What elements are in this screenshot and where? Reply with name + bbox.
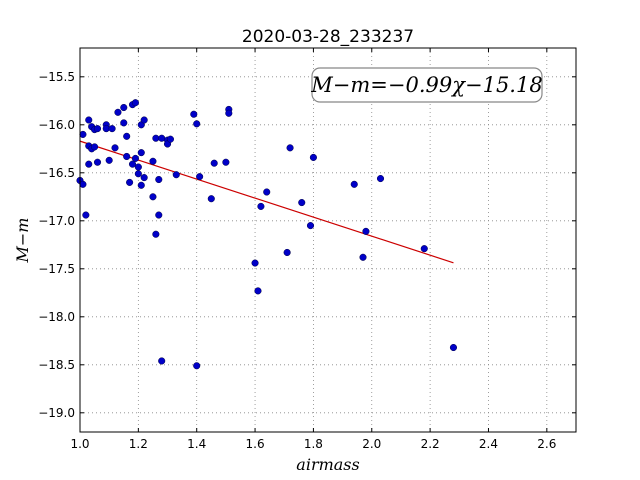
data-point — [108, 125, 116, 133]
data-point — [114, 108, 122, 116]
fit-layer — [79, 140, 454, 264]
chart-title: 2020-03-28_233237 — [242, 27, 414, 47]
data-point — [152, 230, 160, 238]
data-point — [155, 211, 163, 219]
data-point — [155, 175, 163, 184]
data-point — [131, 154, 139, 162]
data-point — [131, 99, 139, 107]
data-point — [166, 135, 174, 143]
data-point — [105, 156, 113, 164]
data-point — [79, 130, 87, 138]
x-tick-label: 2.6 — [537, 437, 556, 451]
annotation-box: M−m=−0.99χ−15.18 — [310, 67, 543, 103]
data-point — [137, 149, 145, 157]
data-point — [123, 132, 131, 140]
data-point — [376, 175, 385, 183]
data-point — [93, 125, 102, 133]
data-point — [190, 110, 198, 118]
data-point — [225, 109, 233, 117]
data-point — [222, 158, 230, 166]
data-point — [149, 157, 157, 165]
data-point — [140, 116, 148, 124]
data-point — [172, 171, 180, 179]
ticks-layer: 1.0 1.2 1.4 1.6 1.8 2.0 2.2 2.4 2.6 −15.5 −16.0 −16… — [38, 48, 576, 451]
x-axis-label: airmass — [296, 455, 359, 474]
y-tick-label: −17.5 — [38, 262, 75, 276]
data-point — [128, 160, 137, 168]
data-point — [298, 199, 306, 207]
annotation-frame — [311, 67, 543, 103]
data-point — [79, 180, 87, 188]
x-tick-label: 1.8 — [304, 437, 323, 451]
data-point — [420, 245, 428, 253]
data-point — [207, 195, 215, 203]
x-tick-label: 2.0 — [362, 437, 381, 451]
x-tick-label: 1.0 — [70, 437, 89, 451]
data-point — [350, 180, 358, 188]
data-point — [111, 144, 119, 152]
points-layer — [76, 99, 458, 370]
data-point — [134, 170, 142, 178]
data-point — [306, 222, 315, 230]
y-tick-label: −17.0 — [38, 214, 75, 228]
data-point — [126, 178, 134, 186]
data-point — [359, 253, 367, 261]
fit-line — [79, 140, 454, 264]
y-tick-label: −18.5 — [38, 358, 75, 372]
data-point — [449, 343, 458, 352]
y-tick-label: −18.0 — [38, 310, 75, 324]
plot-frame — [79, 47, 577, 433]
data-point — [123, 152, 131, 161]
data-point — [193, 362, 201, 370]
data-point — [196, 173, 204, 181]
y-axis-label: M−m — [13, 218, 32, 264]
y-tick-label: −16.5 — [38, 166, 75, 180]
data-point — [309, 153, 317, 161]
data-point — [286, 144, 294, 152]
data-point — [263, 188, 271, 196]
data-point — [362, 227, 370, 235]
data-point — [85, 116, 93, 124]
data-point — [120, 103, 128, 112]
data-point — [85, 160, 93, 168]
data-point — [254, 287, 262, 295]
x-tick-label: 2.4 — [479, 437, 498, 451]
y-tick-label: −15.5 — [38, 70, 75, 84]
data-point — [120, 119, 128, 127]
x-tick-label: 1.4 — [187, 437, 206, 451]
data-point — [149, 193, 157, 201]
data-point — [93, 158, 102, 166]
data-point — [91, 143, 99, 151]
data-point — [251, 259, 259, 267]
x-tick-label: 2.2 — [421, 437, 440, 451]
y-tick-label: −19.0 — [38, 406, 75, 420]
data-point — [193, 120, 201, 128]
x-tick-label: 1.2 — [129, 437, 148, 451]
y-tick-label: −16.0 — [38, 118, 75, 132]
data-point — [137, 181, 145, 189]
data-point — [134, 163, 142, 171]
grid-layer — [79, 48, 576, 432]
data-point — [283, 248, 291, 257]
data-point — [82, 211, 90, 219]
data-point — [158, 357, 166, 365]
annotation-text: M−m=−0.99χ−15.18 — [310, 73, 542, 97]
data-point — [210, 159, 218, 167]
data-point — [140, 174, 148, 182]
x-tick-label: 1.6 — [246, 437, 265, 451]
data-point — [257, 202, 265, 210]
